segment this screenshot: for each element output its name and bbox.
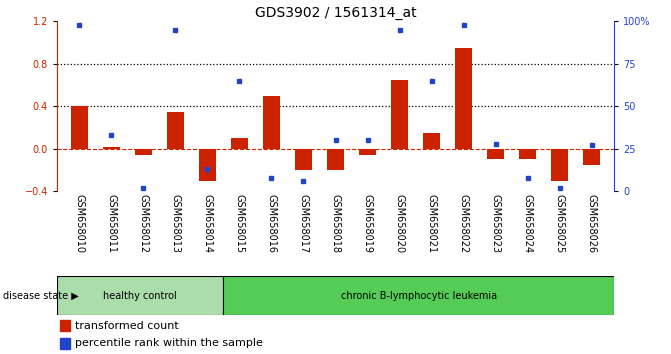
Text: GSM658020: GSM658020 — [395, 194, 405, 253]
Text: GSM658017: GSM658017 — [299, 194, 309, 253]
Bar — [455, 48, 472, 149]
Text: GSM658024: GSM658024 — [523, 194, 533, 253]
Text: GSM658014: GSM658014 — [203, 194, 213, 253]
Bar — [327, 149, 344, 170]
FancyBboxPatch shape — [223, 276, 614, 315]
Title: GDS3902 / 1561314_at: GDS3902 / 1561314_at — [255, 6, 416, 20]
Bar — [135, 149, 152, 155]
Bar — [551, 149, 568, 181]
Text: chronic B-lymphocytic leukemia: chronic B-lymphocytic leukemia — [341, 291, 497, 301]
Text: GSM658015: GSM658015 — [234, 194, 244, 253]
Bar — [262, 96, 280, 149]
Text: GSM658018: GSM658018 — [331, 194, 340, 253]
Text: GSM658025: GSM658025 — [554, 194, 564, 253]
Text: GSM658012: GSM658012 — [138, 194, 148, 253]
Bar — [166, 112, 185, 149]
Text: healthy control: healthy control — [103, 291, 177, 301]
Bar — [70, 106, 89, 149]
Text: GSM658016: GSM658016 — [266, 194, 276, 253]
Text: GSM658010: GSM658010 — [74, 194, 85, 253]
Bar — [295, 149, 312, 170]
Text: GSM658022: GSM658022 — [458, 194, 468, 253]
Text: GSM658026: GSM658026 — [586, 194, 597, 253]
Text: percentile rank within the sample: percentile rank within the sample — [75, 338, 263, 348]
Text: disease state ▶: disease state ▶ — [3, 291, 79, 301]
Bar — [60, 320, 70, 331]
Text: GSM658021: GSM658021 — [427, 194, 437, 253]
Bar — [359, 149, 376, 155]
Text: GSM658011: GSM658011 — [107, 194, 117, 253]
Bar — [231, 138, 248, 149]
Bar — [486, 149, 505, 159]
Text: GSM658019: GSM658019 — [362, 194, 372, 253]
Bar — [582, 149, 601, 165]
Text: GSM658013: GSM658013 — [170, 194, 180, 253]
Bar — [423, 133, 440, 149]
Bar — [103, 147, 120, 149]
Bar — [199, 149, 216, 181]
Text: GSM658023: GSM658023 — [491, 194, 501, 253]
Bar — [391, 80, 409, 149]
Bar — [60, 338, 70, 349]
FancyBboxPatch shape — [57, 276, 223, 315]
Bar — [519, 149, 536, 159]
Text: transformed count: transformed count — [75, 321, 179, 331]
